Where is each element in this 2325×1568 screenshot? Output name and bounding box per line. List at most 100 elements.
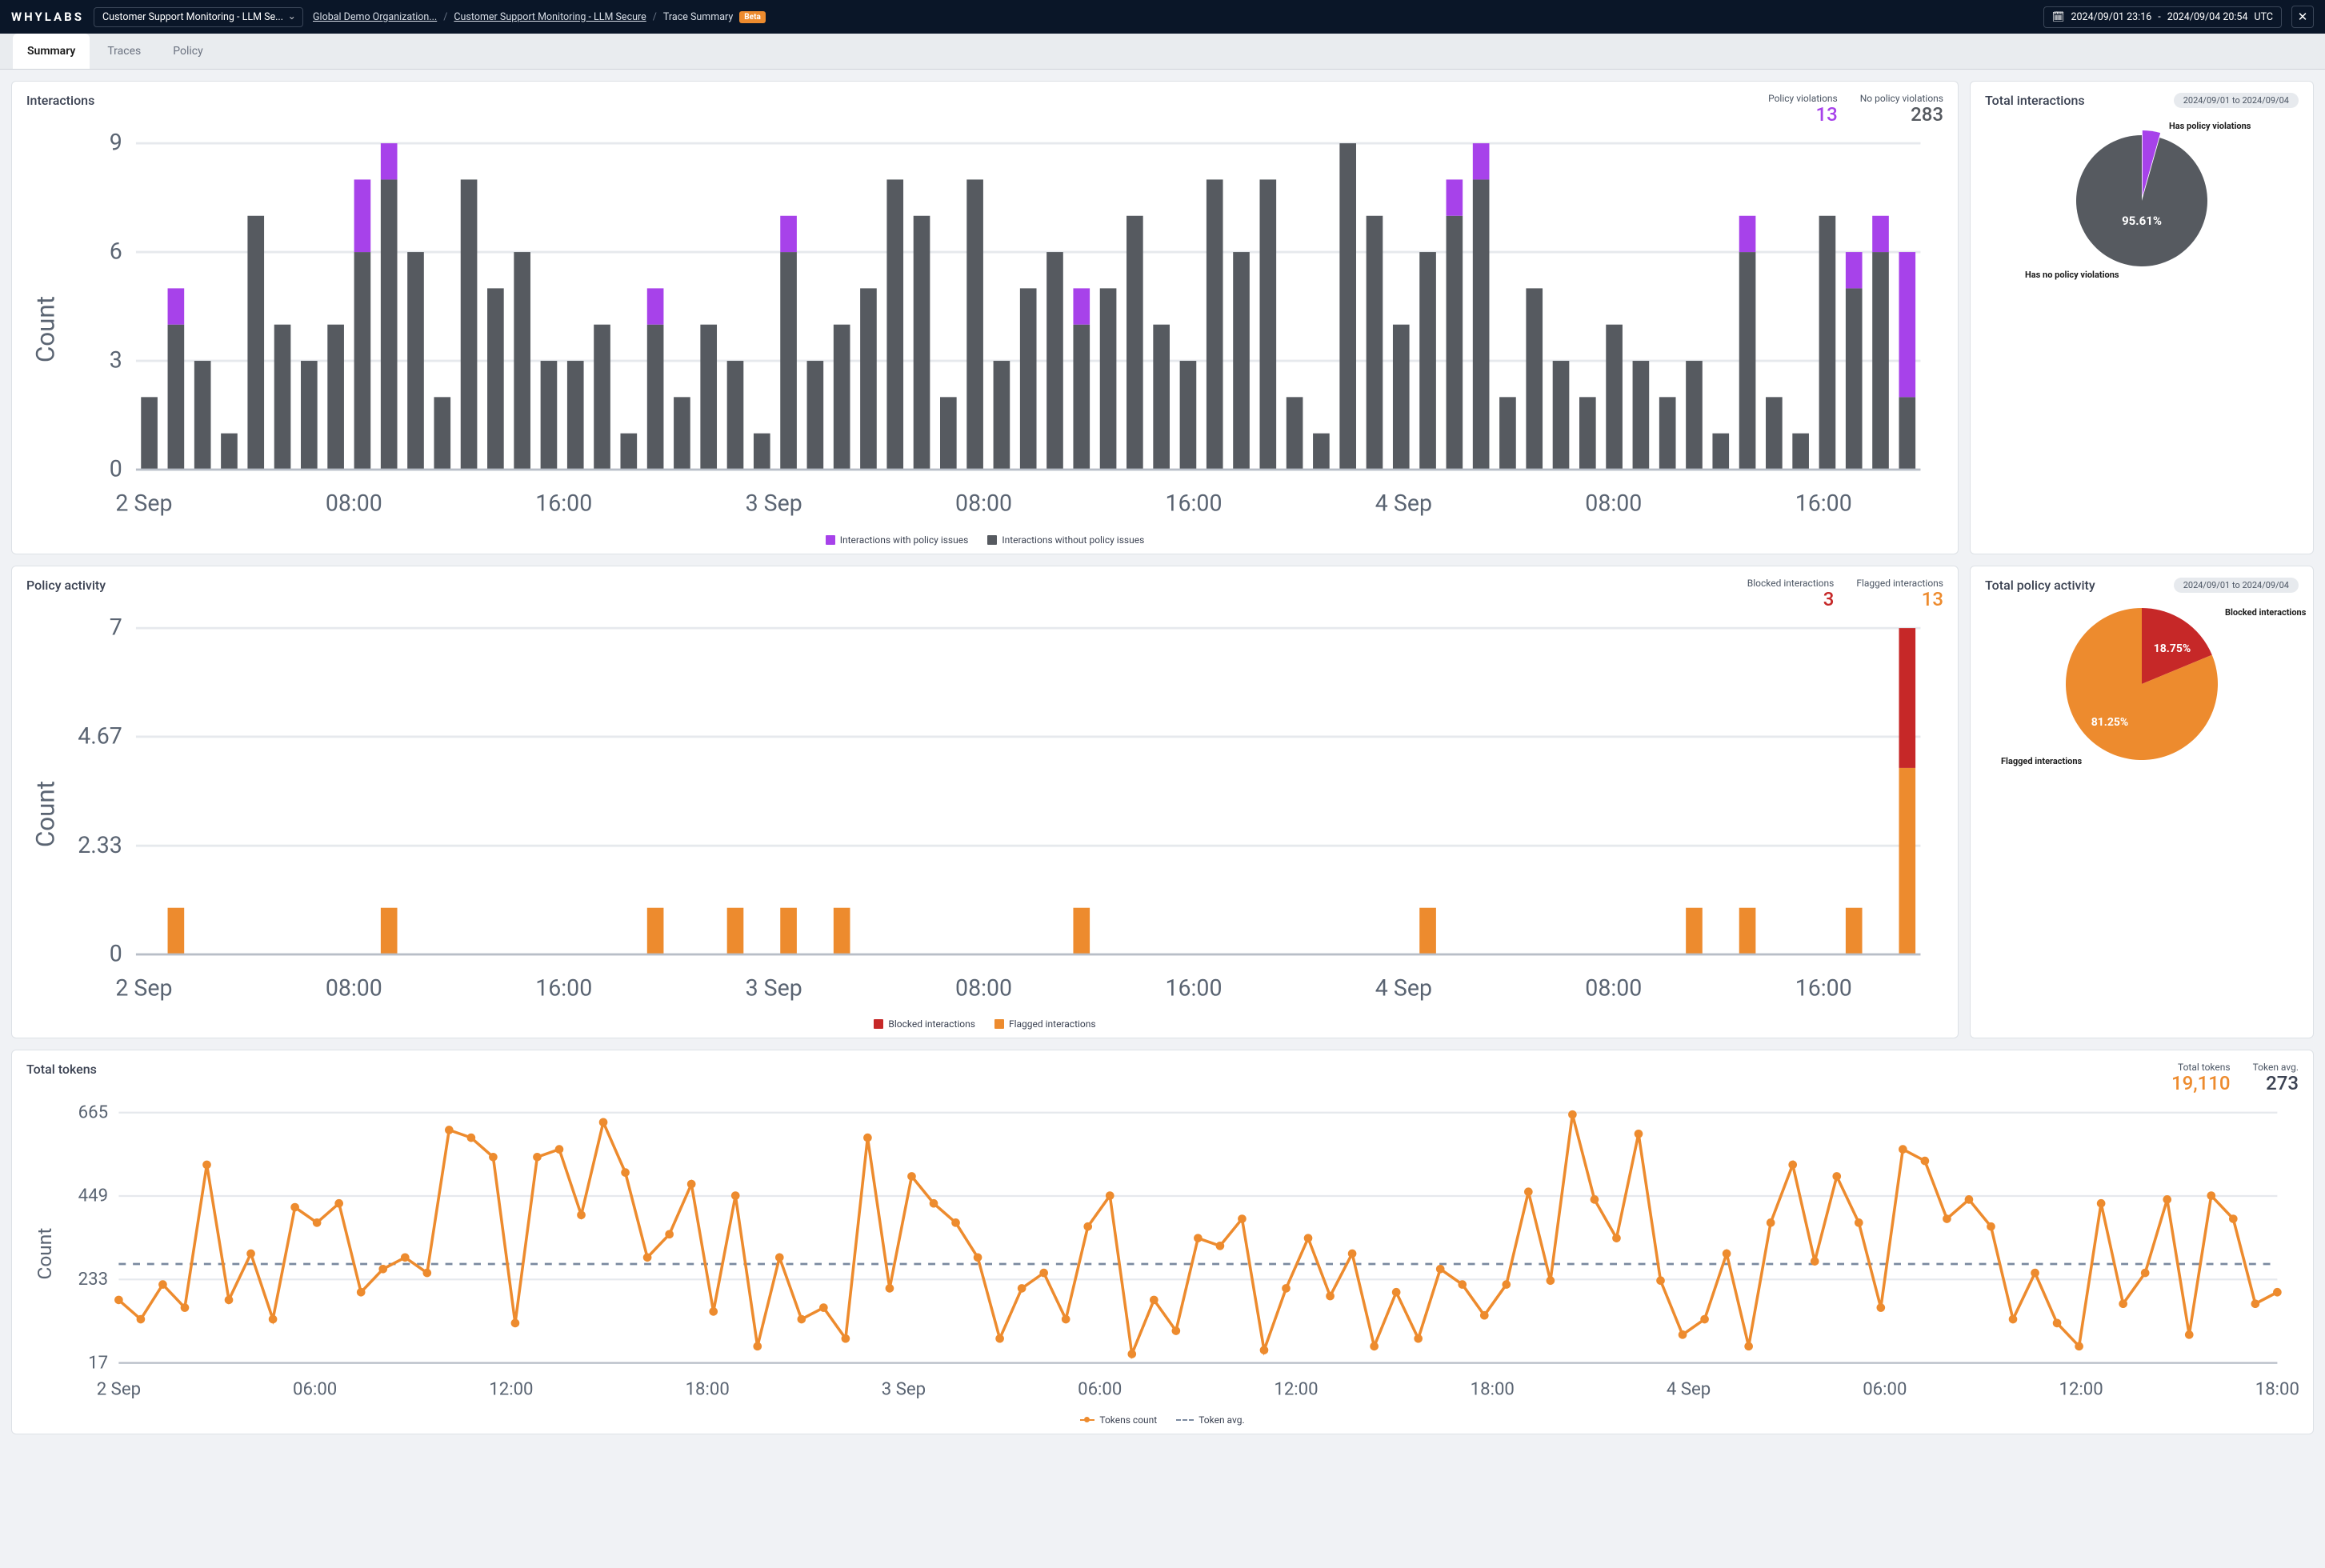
svg-text:2.33: 2.33 (78, 832, 122, 858)
policy-activity-title: Policy activity (26, 578, 106, 593)
svg-text:18:00: 18:00 (1471, 1379, 1515, 1400)
svg-text:08:00: 08:00 (326, 974, 382, 1001)
svg-text:16:00: 16:00 (1165, 974, 1222, 1001)
tab-summary[interactable]: Summary (13, 34, 90, 69)
svg-text:16:00: 16:00 (535, 974, 592, 1001)
policy-stat1-value: 3 (1823, 589, 1835, 610)
svg-text:2 Sep: 2 Sep (115, 490, 172, 517)
date-to: 2024/09/04 20:54 (2167, 11, 2248, 23)
svg-text:08:00: 08:00 (1585, 974, 1642, 1001)
logo: WHYLABS (11, 10, 84, 24)
breadcrumb-sep: / (443, 11, 447, 23)
interactions-stat2-label: No policy violations (1860, 93, 1943, 104)
interactions-stat2-value: 283 (1911, 104, 1943, 125)
svg-text:16:00: 16:00 (1795, 974, 1852, 1001)
policy-stat1-label: Blocked interactions (1747, 578, 1835, 589)
svg-text:12:00: 12:00 (1274, 1379, 1318, 1400)
tokens-stat2-value: 273 (2266, 1073, 2299, 1094)
breadcrumbs: Global Demo Organization... / Customer S… (313, 11, 766, 23)
interactions-card: Interactions Policy violations 13 No pol… (11, 81, 1959, 554)
svg-text:3 Sep: 3 Sep (746, 490, 802, 517)
svg-text:06:00: 06:00 (1078, 1379, 1122, 1400)
svg-text:08:00: 08:00 (955, 974, 1012, 1001)
svg-text:449: 449 (78, 1186, 108, 1206)
date-tz: UTC (2254, 11, 2273, 23)
page-body: Interactions Policy violations 13 No pol… (0, 70, 2325, 1446)
svg-text:18:00: 18:00 (2255, 1379, 2299, 1400)
tab-bar: Summary Traces Policy (0, 34, 2325, 70)
interactions-chart: Count 0 3 6 9 2 Sep 08:00 16:00 3 Sep 08:00 16:00 4… (26, 130, 1943, 529)
breadcrumb-sep: / (653, 11, 657, 23)
svg-text:2 Sep: 2 Sep (115, 974, 172, 1001)
total-interactions-card: Total interactions 2024/09/01 to 2024/09… (1970, 81, 2314, 554)
svg-text:4 Sep: 4 Sep (1375, 490, 1432, 517)
svg-text:16:00: 16:00 (1165, 490, 1222, 517)
date-sep: - (2158, 11, 2160, 23)
svg-text:9: 9 (110, 130, 122, 156)
svg-text:12:00: 12:00 (489, 1379, 533, 1400)
svg-text:18.75%: 18.75% (2154, 642, 2191, 655)
interactions-title: Interactions (26, 93, 94, 108)
svg-text:6: 6 (110, 238, 122, 265)
tokens-title: Total tokens (26, 1062, 97, 1077)
interactions-stat1-label: Policy violations (1768, 93, 1838, 104)
project-selector[interactable]: Customer Support Monitoring - LLM Se... (94, 7, 303, 27)
svg-text:3: 3 (110, 347, 122, 374)
svg-text:18:00: 18:00 (686, 1379, 730, 1400)
svg-text:08:00: 08:00 (1585, 490, 1642, 517)
svg-text:665: 665 (78, 1102, 108, 1123)
svg-text:233: 233 (78, 1269, 108, 1290)
total-interactions-date-chip: 2024/09/01 to 2024/09/04 (2174, 93, 2299, 108)
policy-stat2-label: Flagged interactions (1856, 578, 1943, 589)
svg-text:4.67: 4.67 (78, 722, 122, 749)
svg-text:Count: Count (30, 781, 60, 847)
svg-text:Count: Count (30, 296, 60, 362)
tokens-stat1-label: Total tokens (2178, 1062, 2231, 1073)
svg-text:3 Sep: 3 Sep (746, 974, 802, 1001)
breadcrumb-org[interactable]: Global Demo Organization... (313, 11, 437, 23)
svg-text:16:00: 16:00 (1795, 490, 1852, 517)
svg-text:4 Sep: 4 Sep (1375, 974, 1432, 1001)
policy-legend-1: Blocked interactions (874, 1018, 975, 1030)
svg-text:95.61%: 95.61% (2122, 214, 2162, 228)
tokens-legend-2: Token avg. (1176, 1414, 1244, 1426)
svg-text:06:00: 06:00 (1863, 1379, 1907, 1400)
svg-text:0: 0 (110, 940, 122, 966)
svg-text:16:00: 16:00 (535, 490, 592, 517)
close-button[interactable]: ✕ (2291, 6, 2314, 28)
svg-text:08:00: 08:00 (955, 490, 1012, 517)
svg-text:0: 0 (110, 456, 122, 482)
tokens-card: Total tokens Total tokens 19,110 Token a… (11, 1050, 2314, 1434)
svg-text:2 Sep: 2 Sep (97, 1379, 141, 1400)
policy-legend-2: Flagged interactions (994, 1018, 1096, 1030)
svg-text:08:00: 08:00 (326, 490, 382, 517)
tokens-legend-1: Tokens count (1080, 1414, 1157, 1426)
svg-text:12:00: 12:00 (2059, 1379, 2103, 1400)
total-policy-title: Total policy activity (1985, 578, 2095, 593)
svg-text:Count: Count (33, 1228, 56, 1280)
svg-text:4 Sep: 4 Sep (1667, 1379, 1711, 1400)
interactions-legend-2: Interactions without policy issues (987, 534, 1144, 546)
interactions-stat1-value: 13 (1815, 104, 1837, 125)
tab-traces[interactable]: Traces (93, 34, 155, 69)
policy-stat2-value: 13 (1922, 589, 1943, 610)
calendar-icon: 🗓 (2052, 11, 2065, 23)
top-bar: WHYLABS Customer Support Monitoring - LL… (0, 0, 2325, 34)
svg-text:3 Sep: 3 Sep (882, 1379, 926, 1400)
breadcrumb-page: Trace Summary (663, 11, 733, 23)
tab-policy[interactable]: Policy (158, 34, 218, 69)
svg-text:06:00: 06:00 (293, 1379, 337, 1400)
svg-text:81.25%: 81.25% (2091, 716, 2129, 729)
beta-badge: Beta (739, 11, 766, 23)
tokens-chart: Count 17 233 449 665 2 Sep 06:00 12:00 18:00 3 Se… (26, 1098, 2299, 1409)
tokens-stat2-label: Token avg. (2253, 1062, 2299, 1073)
svg-text:17: 17 (88, 1353, 108, 1374)
total-interactions-title: Total interactions (1985, 93, 2085, 108)
interactions-legend-1: Interactions with policy issues (826, 534, 969, 546)
total-policy-date-chip: 2024/09/01 to 2024/09/04 (2174, 578, 2299, 593)
total-policy-pie: 18.75%81.25%Blocked interactionsFlagged … (1985, 598, 2299, 766)
total-policy-card: Total policy activity 2024/09/01 to 2024… (1970, 566, 2314, 1039)
breadcrumb-project[interactable]: Customer Support Monitoring - LLM Secure (454, 11, 646, 23)
tokens-stat1-value: 19,110 (2171, 1073, 2231, 1094)
date-range-picker[interactable]: 🗓 2024/09/01 23:16 - 2024/09/04 20:54 UT… (2043, 6, 2282, 28)
